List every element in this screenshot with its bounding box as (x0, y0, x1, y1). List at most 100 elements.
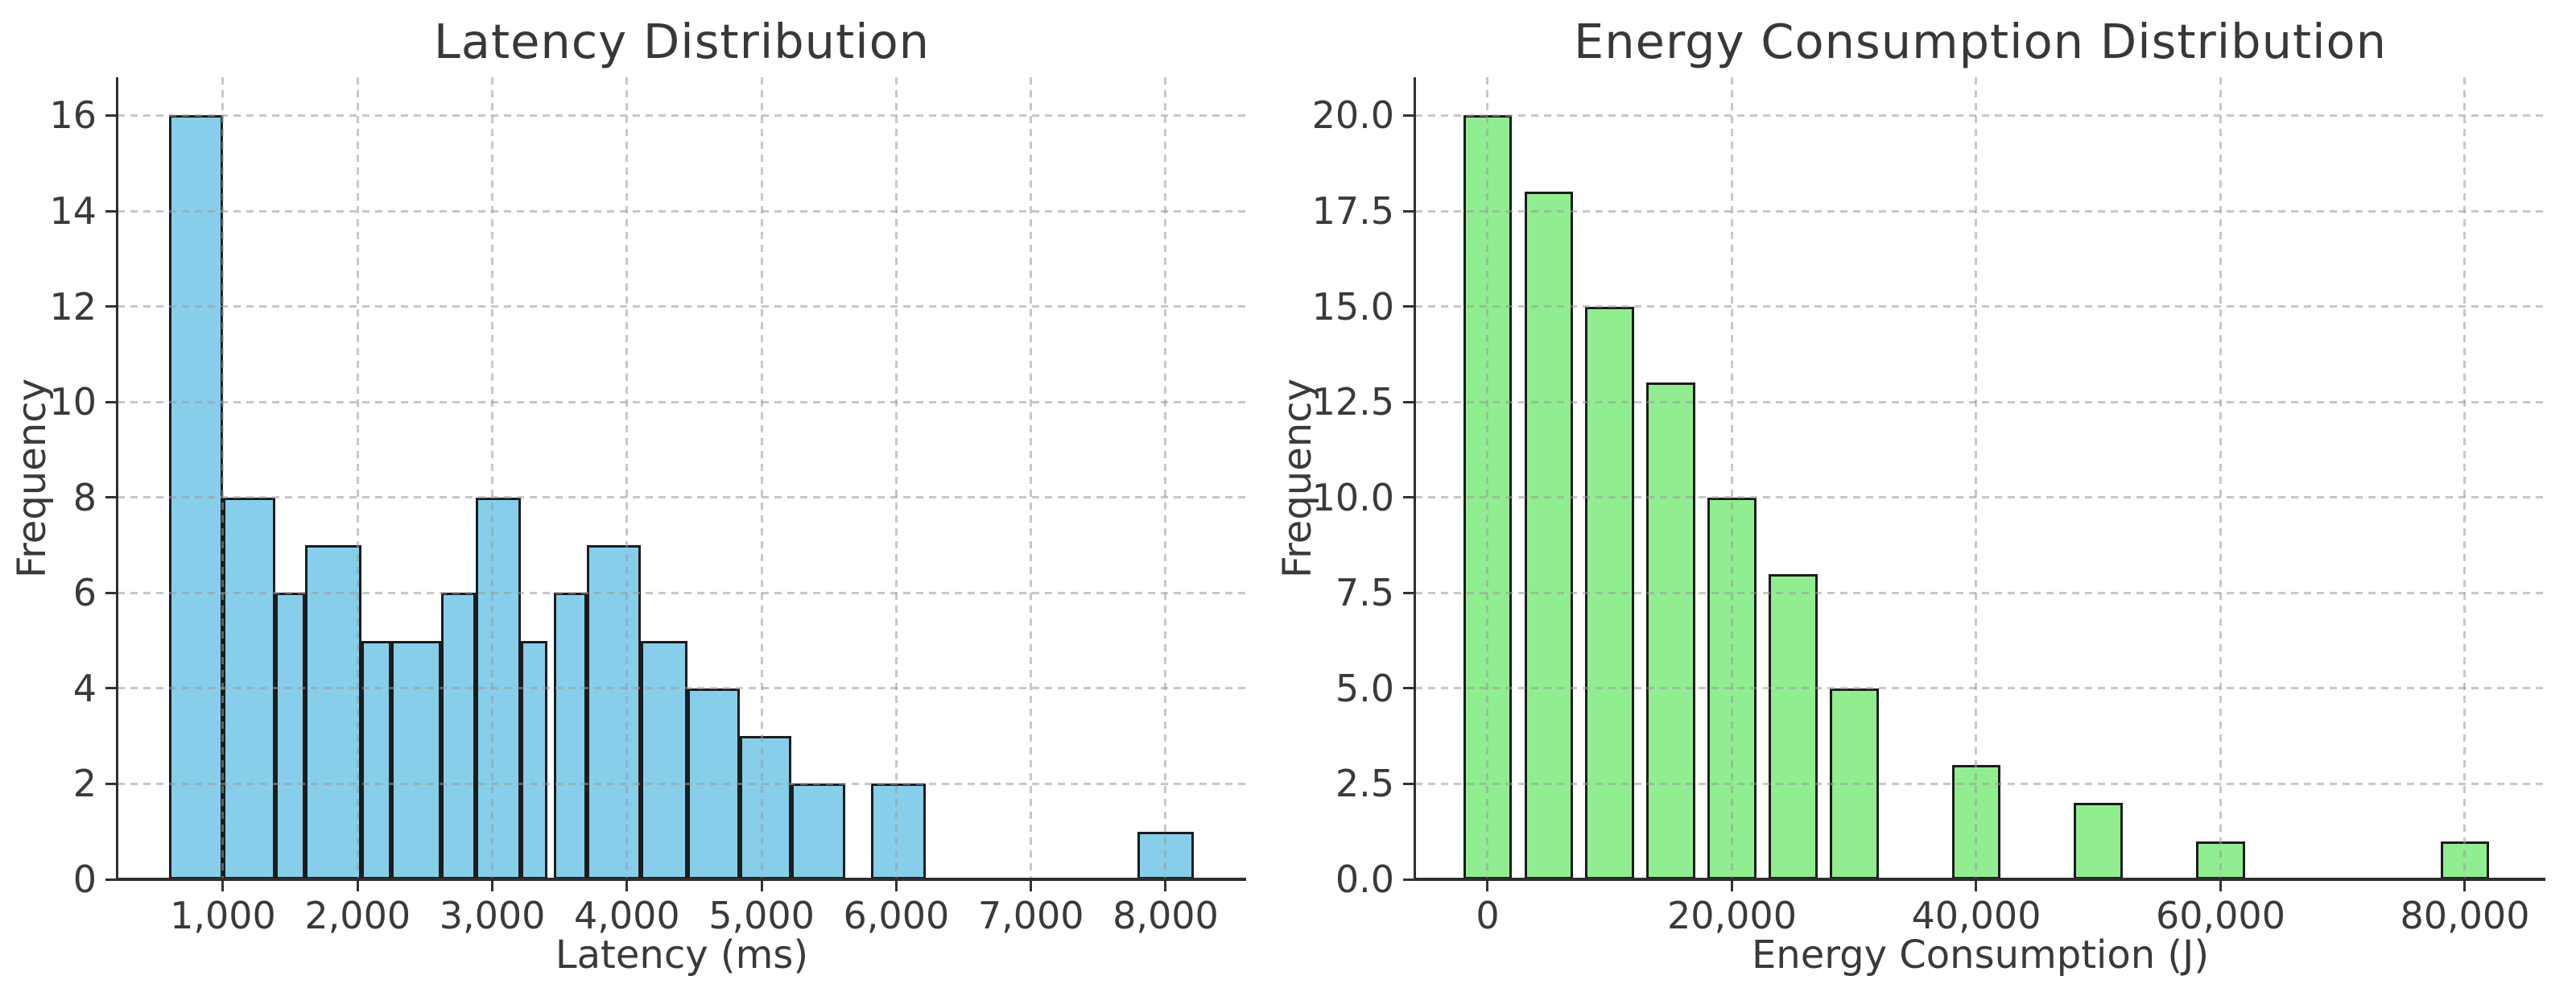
x-tick-mark (625, 881, 629, 891)
gridline-vertical (2463, 77, 2467, 879)
x-axis-label: Energy Consumption (J) (1751, 932, 2210, 978)
histogram-bar (305, 545, 362, 879)
gridline-horizontal (1415, 782, 2545, 785)
gridline-vertical (491, 77, 494, 879)
y-tick-label: 8 (72, 475, 97, 519)
y-tick-mark (105, 305, 116, 308)
gridline-horizontal (1415, 591, 2545, 594)
y-tick-label: 7.5 (1335, 571, 1394, 615)
y-tick-mark (105, 400, 116, 403)
x-tick-mark (1164, 881, 1167, 891)
y-axis-spine (116, 77, 118, 881)
y-tick-mark (1403, 591, 1414, 594)
x-tick-mark (1730, 881, 1733, 891)
gridline-vertical (356, 77, 359, 879)
gridline-vertical (1164, 77, 1167, 879)
y-tick-mark (1403, 209, 1414, 213)
gridline-horizontal (118, 782, 1246, 785)
gridline-horizontal (118, 496, 1246, 499)
y-tick-mark (1403, 496, 1414, 499)
y-tick-label: 16 (49, 93, 97, 138)
histogram-bar (1769, 573, 1818, 879)
y-tick-label: 10 (49, 380, 97, 424)
x-tick-label: 20,000 (1667, 894, 1797, 937)
histogram-bar (275, 593, 306, 879)
gridline-vertical (1730, 77, 1733, 879)
x-tick-label: 80,000 (2400, 894, 2530, 937)
y-tick-mark (1403, 878, 1414, 881)
x-tick-label: 6,000 (843, 894, 950, 937)
gridline-horizontal (118, 591, 1246, 594)
x-tick-label: 4,000 (573, 894, 680, 937)
x-tick-mark (1030, 881, 1033, 891)
histogram-bar (2074, 803, 2124, 879)
y-tick-mark (105, 209, 116, 213)
x-tick-label: 1,000 (170, 894, 276, 937)
gridline-vertical (1030, 77, 1033, 879)
gridline-vertical (625, 77, 629, 879)
histogram-bar (586, 545, 641, 879)
x-tick-label: 0 (1476, 894, 1500, 937)
histogram-bar (1524, 192, 1574, 879)
y-tick-label: 10.0 (1311, 475, 1394, 519)
gridline-horizontal (118, 687, 1246, 690)
y-tick-label: 12 (49, 284, 97, 329)
gridline-vertical (2219, 77, 2222, 879)
y-tick-mark (1403, 400, 1414, 403)
gridline-horizontal (1415, 305, 2545, 308)
histogram-bar (520, 640, 548, 879)
y-tick-mark (105, 591, 116, 594)
gridline-horizontal (118, 209, 1246, 213)
x-tick-mark (1975, 881, 1978, 891)
y-tick-mark (105, 496, 116, 499)
y-tick-mark (1403, 687, 1414, 690)
histogram-bar (870, 783, 927, 879)
x-tick-label: 3,000 (439, 894, 546, 937)
y-tick-mark (105, 687, 116, 690)
histogram-bar (1646, 382, 1695, 879)
gridline-horizontal (1415, 114, 2545, 117)
x-tick-mark (2463, 881, 2467, 891)
y-tick-label: 4 (72, 666, 97, 710)
x-tick-mark (1486, 881, 1489, 891)
y-tick-mark (105, 114, 116, 117)
histogram-bar (640, 640, 688, 879)
y-tick-label: 6 (72, 571, 97, 615)
histogram-bar (440, 593, 477, 879)
histogram-bar (554, 593, 587, 879)
gridline-vertical (760, 77, 763, 879)
histogram-bar (391, 640, 441, 879)
y-tick-label: 20.0 (1311, 93, 1394, 138)
y-tick-label: 2.5 (1335, 762, 1394, 806)
x-axis-spine (116, 878, 1246, 881)
x-tick-label: 7,000 (977, 894, 1084, 937)
histogram-bar (791, 783, 845, 879)
gridline-horizontal (1415, 496, 2545, 499)
y-tick-mark (1403, 114, 1414, 117)
gridline-vertical (894, 77, 898, 879)
chart-title: Latency Distribution (433, 14, 931, 69)
gridline-horizontal (118, 305, 1246, 308)
x-tick-label: 2,000 (304, 894, 411, 937)
y-tick-mark (105, 782, 116, 785)
x-axis-spine (1414, 878, 2545, 881)
x-tick-mark (221, 881, 225, 891)
y-tick-label: 15.0 (1311, 284, 1394, 329)
x-axis-label: Latency (ms) (555, 932, 809, 978)
x-tick-label: 5,000 (708, 894, 815, 937)
y-tick-label: 17.5 (1311, 189, 1394, 233)
x-tick-label: 40,000 (1911, 894, 2041, 937)
y-tick-label: 2 (72, 762, 97, 806)
y-tick-label: 12.5 (1311, 380, 1394, 424)
x-tick-mark (894, 881, 898, 891)
x-tick-label: 8,000 (1113, 894, 1219, 937)
gridline-horizontal (118, 114, 1246, 117)
y-tick-label: 0 (72, 858, 97, 901)
gridline-horizontal (1415, 400, 2545, 403)
x-tick-mark (760, 881, 763, 891)
y-tick-mark (1403, 782, 1414, 785)
gridline-horizontal (118, 400, 1246, 403)
